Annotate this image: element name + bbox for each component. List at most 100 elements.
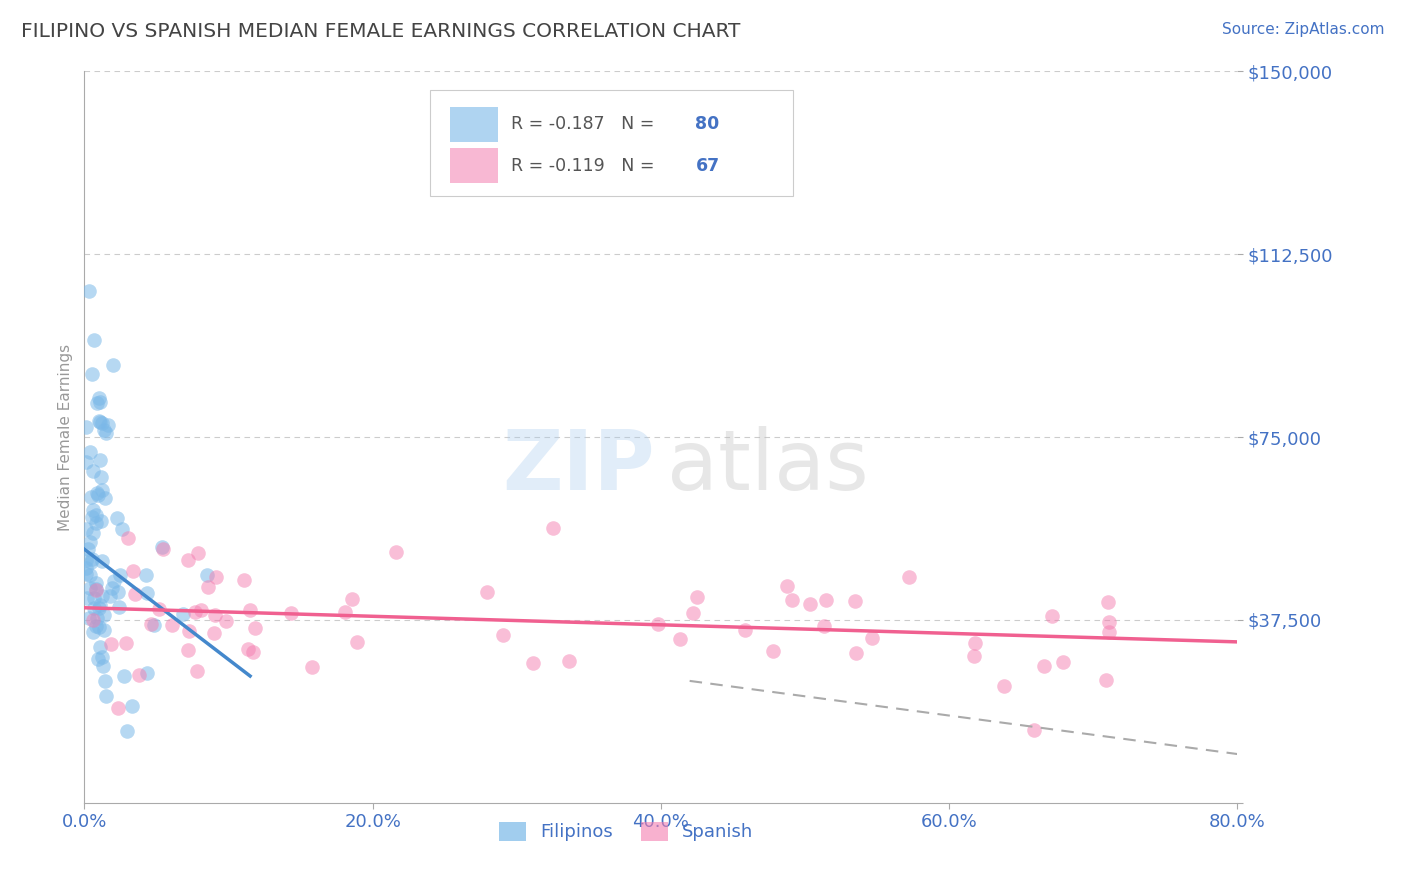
Point [682,606,704,620]
Point [135,666,157,681]
Point [239,603,262,617]
Point [101,581,124,595]
Point [100,589,122,603]
Point [90,514,112,528]
Point [110,567,132,582]
Point [86,516,108,531]
Point [148,602,170,616]
Point [101,359,124,373]
Point [90,649,112,664]
Point [86,396,108,410]
Text: R = -0.187   N =: R = -0.187 N = [510,115,659,133]
Point [1098,615,1121,629]
Point [87,620,110,634]
Point [89,395,111,409]
Point [75,566,97,581]
Point [186,665,208,679]
Point [1024,723,1046,737]
Point [79,444,101,458]
Point [90,554,112,568]
Point [77,284,100,298]
Text: FILIPINO VS SPANISH MEDIAN FEMALE EARNINGS CORRELATION CHART: FILIPINO VS SPANISH MEDIAN FEMALE EARNIN… [21,22,741,41]
Point [91,483,114,498]
Point [124,587,146,601]
Point [780,593,803,607]
Point [90,470,112,484]
Point [242,645,264,659]
Point [734,624,756,638]
Point [79,567,101,582]
Text: R = -0.119   N =: R = -0.119 N = [510,157,659,175]
Point [541,521,564,535]
Point [150,540,173,554]
Point [963,636,986,650]
Point [93,423,115,437]
Point [80,552,103,566]
Point [107,585,129,599]
Point [86,485,108,500]
Point [815,592,838,607]
Point [204,608,226,623]
Point [87,601,110,615]
Point [94,491,117,505]
Point [558,654,581,668]
Point [77,610,100,624]
Point [83,591,105,605]
Point [799,597,821,611]
Point [91,659,114,673]
Point [112,669,135,683]
Point [80,490,103,504]
Point [82,503,104,517]
Point [669,632,692,646]
Point [245,622,267,636]
Point [105,510,128,524]
Point [160,617,183,632]
Point [75,523,97,537]
Point [94,689,117,703]
Point [115,724,138,739]
Point [233,574,256,588]
Point [205,569,228,583]
Point [845,646,868,660]
Point [93,607,115,622]
Point [522,657,544,671]
Point [107,701,129,715]
Point [844,594,866,608]
Point [89,416,111,430]
Point [82,613,104,627]
Point [84,508,107,522]
Point [75,455,97,469]
FancyBboxPatch shape [450,107,498,143]
Point [202,626,225,640]
Point [114,636,136,650]
Point [477,585,499,599]
Point [762,644,785,658]
Point [177,553,200,567]
Point [1097,595,1119,609]
Point [963,648,986,663]
Point [280,607,302,621]
Point [97,418,120,433]
Text: ZIP: ZIP [502,425,655,507]
Point [82,625,104,640]
Point [79,581,101,595]
Point [89,598,111,612]
Point [87,392,110,406]
Point [385,545,408,559]
Point [172,607,194,621]
Point [860,631,883,645]
Point [236,642,259,657]
Point [897,570,920,584]
Point [111,522,134,536]
Point [1040,608,1063,623]
Point [82,464,104,478]
Point [82,525,104,540]
Point [83,600,105,615]
Point [142,617,165,632]
Y-axis label: Median Female Earnings: Median Female Earnings [58,343,73,531]
Point [86,610,108,624]
Point [340,591,363,606]
Point [93,673,115,688]
Point [89,453,111,467]
Point [122,564,145,578]
